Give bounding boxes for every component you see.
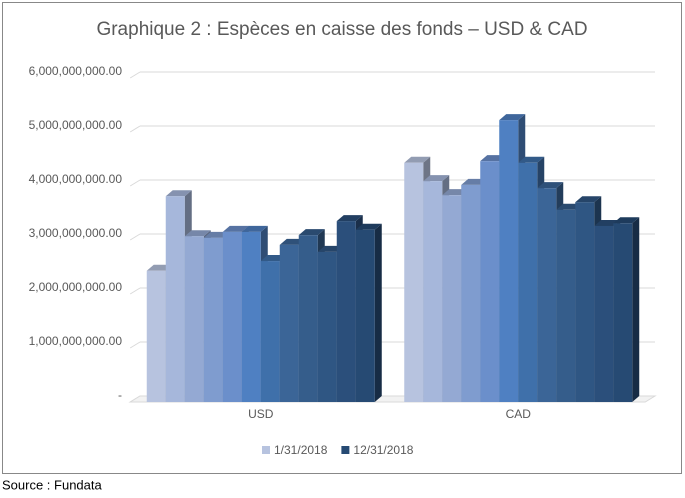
bar-top: [575, 196, 602, 203]
bar-top: [241, 225, 268, 232]
bar-top: [298, 229, 325, 236]
bar: [165, 196, 185, 402]
bar: [499, 120, 519, 403]
bar-top: [355, 223, 382, 230]
bar-top: [222, 225, 249, 232]
bar: [222, 231, 242, 402]
bar: [556, 209, 576, 402]
bar: [146, 270, 166, 402]
legend-swatch: [262, 446, 270, 454]
bar: [404, 162, 424, 402]
bar: [594, 225, 614, 402]
bar-top: [184, 230, 211, 237]
legend-label: 1/31/2018: [274, 443, 328, 457]
bar: [461, 184, 481, 402]
bar: [203, 237, 223, 402]
bar-top: [404, 156, 431, 163]
grid-line-side: [129, 71, 141, 79]
bar: [241, 231, 261, 402]
bar: [442, 195, 462, 402]
y-tick-label: 3,000,000,000.00: [29, 226, 123, 240]
bar: [613, 223, 633, 402]
y-tick-label: 6,000,000,000.00: [29, 64, 123, 78]
chart-title: Graphique 2 : Espèces en caisse des fond…: [96, 19, 587, 40]
grid-line-side: [129, 341, 141, 349]
bar: [537, 188, 557, 402]
legend-swatch: [341, 446, 350, 454]
bar: [317, 251, 337, 402]
bar: [184, 236, 204, 402]
bar-top: [336, 215, 363, 222]
bar-top: [613, 217, 640, 224]
source-note: Source : Fundata: [2, 477, 102, 492]
bar-side: [374, 223, 382, 402]
bar: [575, 202, 595, 402]
grid-line-side: [129, 233, 141, 241]
y-tick-label: 5,000,000,000.00: [29, 118, 123, 132]
bar: [480, 161, 500, 402]
y-tick-label: -: [118, 388, 122, 402]
bar: [279, 244, 299, 402]
bar: [518, 162, 538, 402]
bar-top: [537, 182, 564, 189]
grid-line-side: [129, 179, 141, 187]
bar: [336, 221, 356, 402]
legend-label: 12/31/2018: [353, 443, 413, 457]
bar-top: [423, 175, 450, 182]
x-tick-label: USD: [248, 407, 274, 421]
y-tick-label: 1,000,000,000.00: [29, 334, 123, 348]
bar-side: [632, 217, 640, 402]
bar: [355, 229, 375, 402]
bar-top: [518, 156, 545, 163]
y-tick-label: 4,000,000,000.00: [29, 172, 123, 186]
x-tick-label: CAD: [506, 407, 532, 421]
grid-line-side: [129, 287, 141, 295]
grid-line-side: [129, 125, 141, 133]
bar: [298, 235, 318, 402]
bar-top: [165, 190, 192, 197]
bar: [423, 181, 443, 402]
bar: [260, 261, 280, 402]
bar-top: [499, 114, 526, 121]
y-tick-label: 2,000,000,000.00: [29, 280, 123, 294]
